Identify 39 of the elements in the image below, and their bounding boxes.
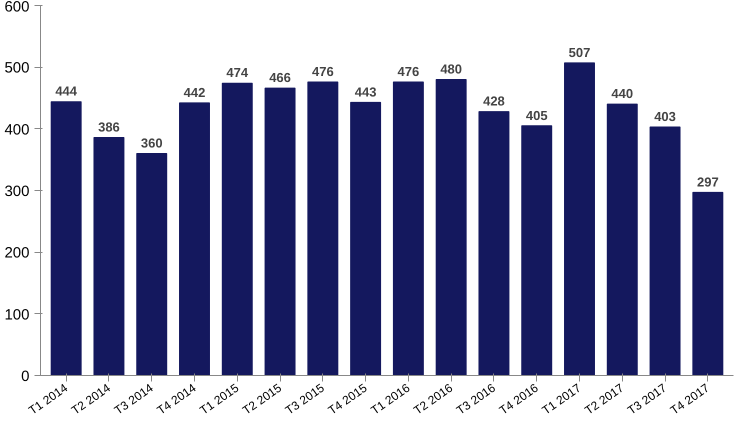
bar — [692, 192, 724, 376]
bar — [264, 88, 296, 376]
bar — [521, 125, 552, 376]
bar — [436, 79, 467, 376]
data-label: 476 — [398, 64, 420, 79]
data-label: 444 — [55, 84, 78, 99]
data-label: 440 — [611, 86, 634, 102]
y-tick-label: 100 — [4, 306, 30, 324]
bar — [50, 101, 82, 376]
data-label: 474 — [226, 65, 249, 80]
bar — [93, 136, 124, 376]
data-label: 360 — [140, 136, 163, 150]
bar — [392, 81, 424, 376]
data-label: 428 — [483, 94, 505, 109]
data-label: 507 — [568, 44, 590, 60]
y-tick-label: 600 — [4, 0, 30, 16]
data-label: 466 — [269, 70, 291, 86]
bar — [606, 104, 638, 376]
y-tick-label: 400 — [4, 121, 30, 138]
bar — [564, 62, 595, 376]
bar — [478, 111, 510, 376]
data-label: 476 — [312, 64, 334, 79]
data-label: 480 — [440, 62, 462, 76]
bar — [650, 126, 681, 376]
bar — [350, 102, 382, 376]
data-label: 442 — [184, 84, 206, 100]
y-tick-label: 500 — [4, 60, 30, 77]
data-label: 443 — [354, 84, 376, 100]
data-label: 403 — [654, 108, 676, 124]
data-label: 297 — [696, 174, 719, 190]
y-tick-label: 200 — [4, 244, 30, 262]
bar — [307, 81, 338, 376]
data-label: 405 — [526, 108, 548, 123]
bar — [222, 82, 253, 376]
y-tick-label: 0 — [21, 368, 30, 385]
data-label: 386 — [98, 119, 120, 134]
bar — [179, 102, 210, 376]
y-tick-label: 300 — [4, 183, 30, 200]
bar — [136, 153, 168, 376]
